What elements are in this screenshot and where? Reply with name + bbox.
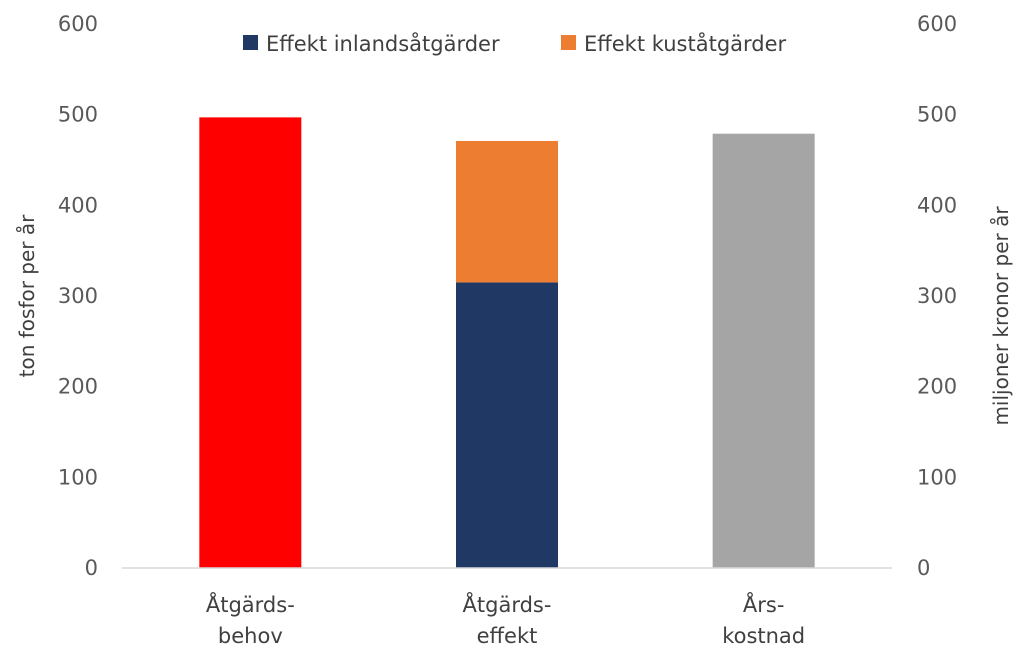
category-label: kostnad [722, 624, 805, 648]
category-label: Års- [743, 591, 785, 617]
bars [199, 117, 815, 569]
category-label: Åtgärds- [206, 591, 295, 617]
bar-kostnad [712, 133, 815, 568]
right-axis-title: miljoner kronor per år [989, 206, 1013, 426]
category-label: behov [218, 624, 283, 648]
left-tick-label: 0 [85, 556, 98, 580]
right-tick-label: 200 [917, 375, 957, 399]
left-tick-label: 100 [58, 465, 98, 489]
right-tick-label: 600 [917, 12, 957, 36]
left-tick-label: 200 [58, 375, 98, 399]
legend-label-inland: Effekt inlandsåtgärder [266, 31, 500, 56]
left-axis-ticks: 0 100 200 300 400 500 600 [58, 12, 98, 580]
bar-behov [199, 117, 302, 569]
right-tick-label: 500 [917, 103, 957, 127]
bar-inland [456, 282, 558, 568]
category-labels: Åtgärds-behov Åtgärds-effekt Års-kostnad [206, 591, 805, 648]
legend: Effekt inlandsåtgärder Effekt kuståtgärd… [243, 31, 787, 56]
category-label: effekt [477, 624, 538, 648]
right-tick-label: 400 [917, 193, 957, 217]
right-axis-ticks: 0 100 200 300 400 500 600 [917, 12, 957, 580]
legend-swatch-kust [561, 35, 576, 50]
left-tick-label: 400 [58, 193, 98, 217]
legend-swatch-inland [243, 35, 258, 50]
category-label: Åtgärds- [463, 591, 552, 617]
bar-kust [456, 140, 558, 283]
left-tick-label: 300 [58, 284, 98, 308]
left-tick-label: 600 [58, 12, 98, 36]
right-tick-label: 100 [917, 465, 957, 489]
left-tick-label: 500 [58, 103, 98, 127]
right-tick-label: 300 [917, 284, 957, 308]
legend-label-kust: Effekt kuståtgärder [584, 31, 787, 56]
right-tick-label: 0 [917, 556, 930, 580]
left-axis-title: ton fosfor per år [15, 214, 39, 378]
